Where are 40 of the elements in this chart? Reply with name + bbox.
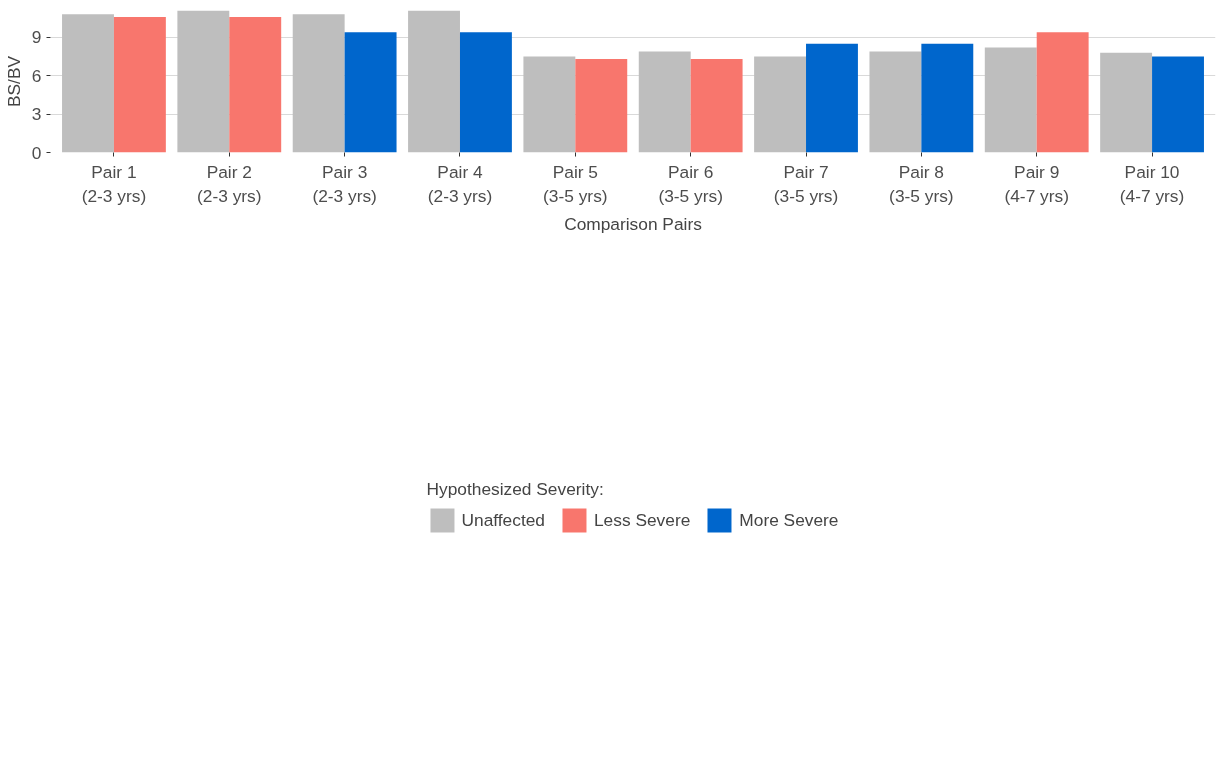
bar	[62, 14, 114, 153]
legend-label: Less Severe	[593, 509, 691, 531]
bar	[1036, 32, 1089, 153]
legend-title: Hypothesized Severity:	[426, 479, 605, 500]
x-axis-title: Comparison Pairs	[564, 213, 703, 234]
bar	[113, 16, 166, 153]
y-tick-label: 3	[31, 104, 42, 125]
x-tick-label: Pair 9 (4-7 yrs)	[1004, 161, 1069, 206]
x-tick-label: Pair 4 (2-3 yrs)	[427, 161, 493, 206]
x-tick-label: Pair 6 (3-5 yrs)	[658, 161, 723, 206]
bar	[869, 51, 922, 153]
bar	[984, 47, 1037, 153]
x-tick-label: Pair 5 (3-5 yrs)	[543, 161, 608, 206]
bar	[1152, 56, 1204, 153]
bar	[292, 14, 345, 153]
legend-label: Unaffected	[461, 509, 545, 531]
bar	[754, 56, 807, 153]
bar	[229, 16, 282, 153]
bar	[344, 32, 397, 153]
x-tick-label: Pair 3 (2-3 yrs)	[312, 161, 377, 206]
bar	[459, 32, 512, 153]
x-tick-label: Pair 1 (2-3 yrs)	[81, 161, 147, 206]
legend-label: More Severe	[739, 509, 839, 531]
y-axis-title: BS/BV	[3, 55, 24, 108]
bar	[575, 59, 628, 153]
bar	[177, 10, 230, 153]
x-tick-label: Pair 10 (4-7 yrs)	[1119, 161, 1185, 206]
bar	[523, 56, 576, 153]
y-tick-label: 6	[31, 65, 42, 86]
y-tick-label: 0	[31, 142, 42, 163]
x-tick-label: Pair 8 (3-5 yrs)	[889, 161, 954, 206]
bar	[690, 59, 743, 153]
x-tick-label: Pair 7 (3-5 yrs)	[773, 161, 839, 206]
x-tick-label: Pair 2 (2-3 yrs)	[197, 161, 262, 206]
bar	[806, 43, 858, 153]
bar	[638, 51, 691, 153]
bar	[408, 10, 460, 153]
y-tick-label: 9	[31, 27, 42, 48]
bar	[921, 43, 974, 153]
bar	[1100, 52, 1153, 153]
